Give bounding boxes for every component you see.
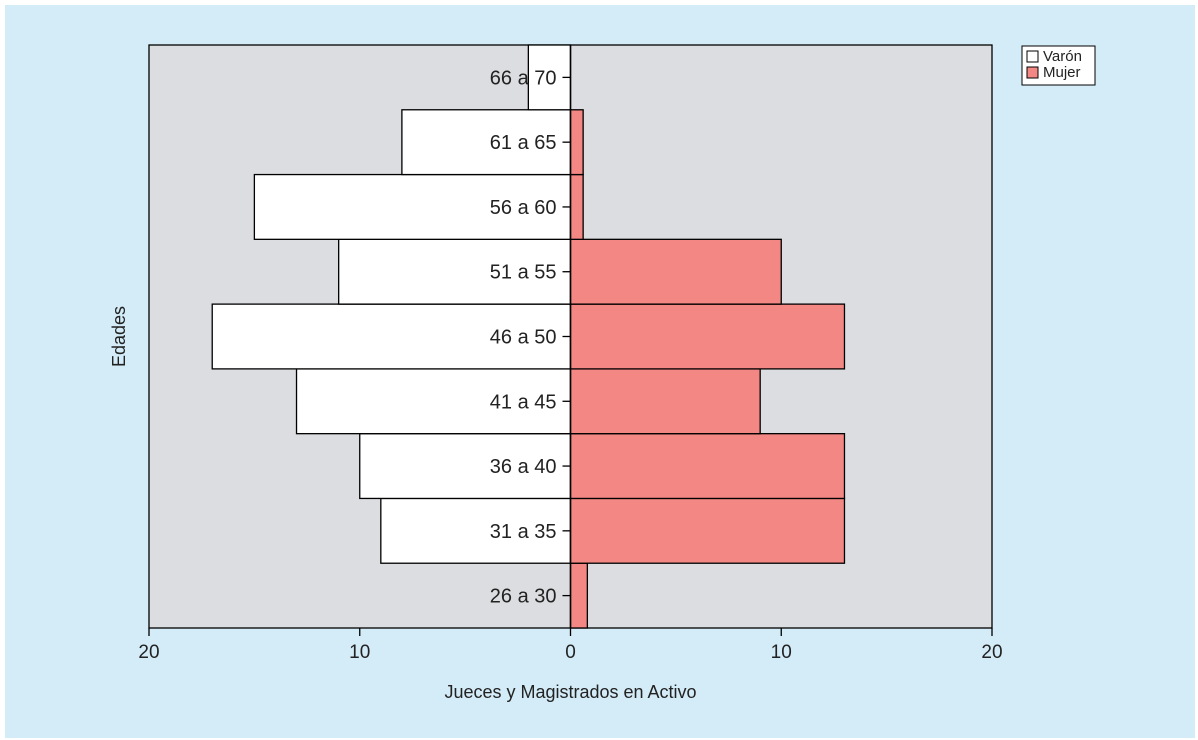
x-axis-ticks: 20 10 0 10 20 [138,628,1003,663]
bar-varon-2 [359,433,572,500]
population-pyramid-chart: 20 10 0 10 20 26 a 30 31 a 35 36 a 40 41 a 45 46… [109,44,1096,702]
bar-mujer-6 [569,173,584,240]
bar-mujer-4 [569,303,846,370]
category-label-1: 31 a 35 [490,521,557,543]
bar-varon-6 [253,173,572,240]
legend-swatch-mujer [1026,66,1039,79]
category-label-7: 61 a 65 [490,132,557,154]
y-axis-title: Edades [109,306,129,367]
legend-swatch-varon [1026,50,1039,63]
bar-varon-4 [211,303,572,370]
bar-varon-7 [401,109,572,176]
bar-mujer-2 [569,433,846,500]
category-label-8: 66 a 70 [490,67,557,89]
bar-mujer-3 [569,368,761,435]
chart-background: 20 10 0 10 20 26 a 30 31 a 35 36 a 40 41 a 45 46… [5,5,1195,738]
bar-mujer-1 [569,497,846,564]
bar-mujer-7 [569,109,584,176]
x-tick-label-3: 10 [771,642,792,663]
x-tick-label-2: 0 [565,642,576,663]
x-axis-title: Jueces y Magistrados en Activo [444,682,696,702]
legend: Varón Mujer [1021,45,1096,86]
x-tick-label-4: 20 [981,642,1002,663]
bar-mujer-5 [569,238,782,305]
bars-group [211,44,846,629]
legend-label-mujer: Mujer [1043,64,1081,81]
x-tick-label-0: 20 [138,642,159,663]
bar-mujer-0 [569,562,589,629]
category-label-3: 41 a 45 [490,391,557,413]
category-label-5: 51 a 55 [490,262,557,284]
category-label-6: 56 a 60 [490,197,557,219]
bar-varon-3 [295,368,572,435]
category-label-4: 46 a 50 [490,327,557,349]
category-label-0: 26 a 30 [490,586,557,608]
category-label-2: 36 a 40 [490,456,557,478]
category-labels: 26 a 30 31 a 35 36 a 40 41 a 45 46 a 50 51 a … [490,67,571,608]
legend-label-varon: Varón [1043,48,1082,65]
x-tick-label-1: 10 [349,642,370,663]
